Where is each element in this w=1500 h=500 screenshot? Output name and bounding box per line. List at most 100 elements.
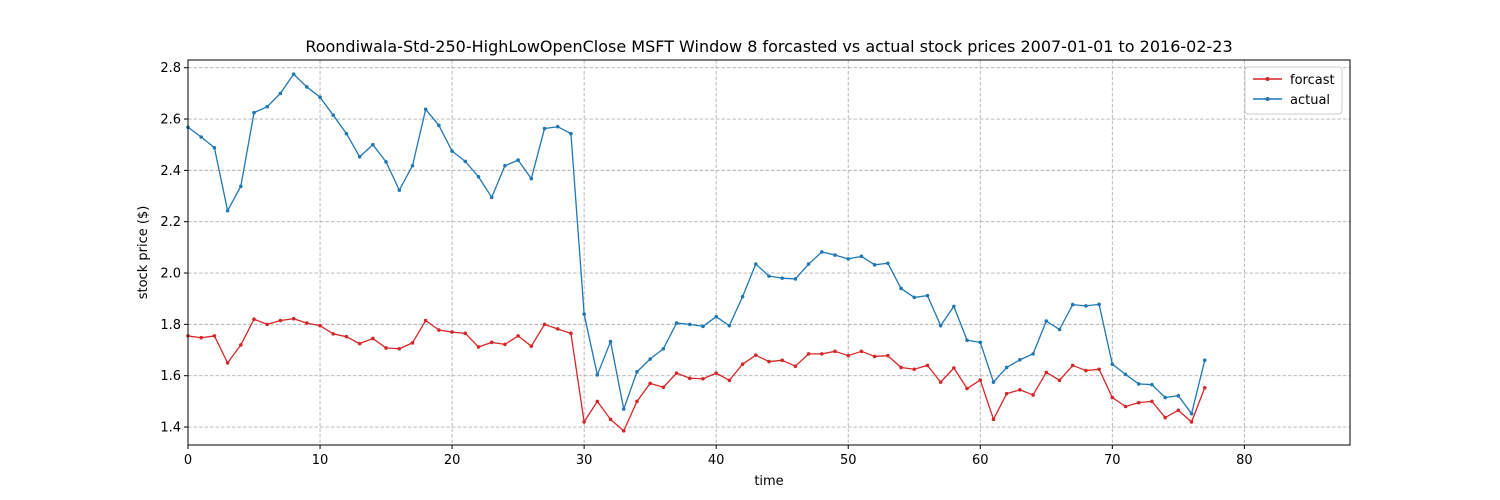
data-point-forcast: [925, 363, 930, 368]
data-point-actual: [357, 154, 362, 159]
data-point-actual: [701, 324, 705, 329]
x-tick-label: 60: [972, 453, 989, 468]
data-point-forcast: [938, 380, 943, 384]
data-point-actual: [714, 314, 718, 319]
data-point-forcast: [503, 342, 507, 347]
series-line-forcast: [187, 318, 1206, 432]
y-tick-label: 1.8: [160, 318, 181, 333]
data-point-forcast: [410, 341, 415, 345]
data-point-actual: [437, 123, 441, 128]
data-point-forcast: [1018, 388, 1022, 392]
axis-ticks: 0 10 20 30 40 50 60 70 80 1.4 1.6 1.8 2.0 2.2 2.4 2.6 2.…: [160, 61, 1252, 468]
chart-title: Roondiwala-Std-250-HighLowOpenClose MSFT…: [305, 37, 1232, 56]
data-point-actual: [291, 72, 296, 76]
data-point-actual: [199, 135, 204, 139]
x-tick-label: 30: [576, 453, 593, 468]
data-point-forcast: [1110, 395, 1115, 400]
data-point-forcast: [542, 322, 547, 327]
data-point-forcast: [1004, 391, 1009, 396]
data-point-actual: [1110, 362, 1115, 366]
data-point-forcast: [753, 353, 758, 357]
data-point-forcast: [1202, 385, 1207, 390]
data-point-forcast: [674, 371, 679, 375]
data-point-actual: [1097, 302, 1101, 307]
legend-label-forcast: forcast: [1290, 73, 1335, 88]
series-group: [186, 72, 1207, 433]
data-point-actual: [1176, 393, 1181, 398]
data-point-forcast: [1031, 393, 1035, 397]
data-point-forcast: [239, 343, 243, 347]
data-point-forcast: [965, 386, 969, 391]
data-point-actual: [450, 149, 454, 153]
data-point-forcast: [608, 417, 613, 422]
data-point-forcast: [423, 318, 428, 323]
data-point-actual: [384, 160, 388, 164]
data-point-actual: [938, 323, 943, 328]
data-point-forcast: [1057, 378, 1062, 383]
data-point-forcast: [397, 346, 402, 351]
x-tick-label: 40: [708, 453, 725, 468]
data-point-forcast: [899, 365, 903, 370]
data-point-actual: [595, 373, 600, 377]
data-point-forcast: [621, 429, 626, 433]
data-point-forcast: [305, 321, 309, 325]
data-point-actual: [318, 95, 322, 100]
data-point-forcast: [1097, 367, 1101, 372]
data-point-actual: [687, 322, 692, 327]
x-tick-label: 20: [444, 453, 461, 468]
data-point-actual: [886, 261, 890, 266]
data-point-forcast: [1176, 408, 1181, 413]
legend: forcast actual: [1244, 66, 1343, 115]
legend-marker-actual: [1265, 97, 1270, 101]
data-point-actual: [489, 195, 494, 200]
data-point-actual: [978, 340, 983, 345]
data-point-forcast: [872, 354, 877, 359]
data-point-actual: [463, 159, 468, 164]
data-point-actual: [608, 339, 613, 344]
data-point-actual: [806, 262, 811, 266]
data-point-forcast: [278, 318, 283, 323]
data-point-actual: [925, 293, 930, 298]
data-point-forcast: [820, 352, 824, 356]
y-tick-label: 1.6: [160, 369, 181, 384]
data-point-forcast: [806, 352, 811, 356]
data-point-forcast: [780, 358, 785, 363]
data-point-actual: [555, 124, 560, 129]
data-point-forcast: [476, 345, 481, 349]
data-point-actual: [780, 276, 785, 280]
data-point-actual: [1189, 411, 1194, 416]
data-point-forcast: [371, 336, 375, 341]
data-point-actual: [239, 184, 243, 189]
data-point-forcast: [991, 417, 996, 422]
data-point-actual: [423, 107, 428, 112]
data-point-forcast: [463, 331, 468, 336]
data-point-forcast: [740, 362, 745, 366]
data-point-actual: [225, 208, 230, 213]
data-point-actual: [1163, 395, 1167, 400]
data-point-actual: [740, 294, 745, 299]
x-axis-label: time: [754, 474, 783, 489]
data-point-forcast: [555, 327, 560, 331]
data-point-forcast: [437, 328, 441, 332]
data-point-actual: [1150, 382, 1154, 387]
x-tick-label: 0: [184, 453, 192, 468]
data-point-forcast: [199, 335, 204, 340]
legend-marker-forcast: [1265, 77, 1270, 81]
data-point-actual: [965, 338, 969, 343]
plot-frame: [187, 59, 1351, 446]
data-point-forcast: [701, 376, 705, 381]
data-point-actual: [1136, 382, 1141, 386]
data-point-actual: [278, 91, 283, 96]
y-tick-label: 2.6: [160, 113, 181, 128]
y-tick-label: 1.4: [160, 421, 181, 436]
data-point-actual: [1018, 357, 1022, 362]
x-tick-label: 70: [1104, 453, 1121, 468]
data-point-forcast: [489, 340, 494, 345]
data-point-forcast: [331, 332, 336, 336]
data-point-forcast: [1150, 399, 1154, 404]
data-point-forcast: [265, 322, 270, 327]
data-point-forcast: [291, 316, 296, 321]
data-point-actual: [1084, 304, 1088, 308]
data-point-actual: [793, 277, 798, 281]
data-point-actual: [397, 188, 402, 192]
